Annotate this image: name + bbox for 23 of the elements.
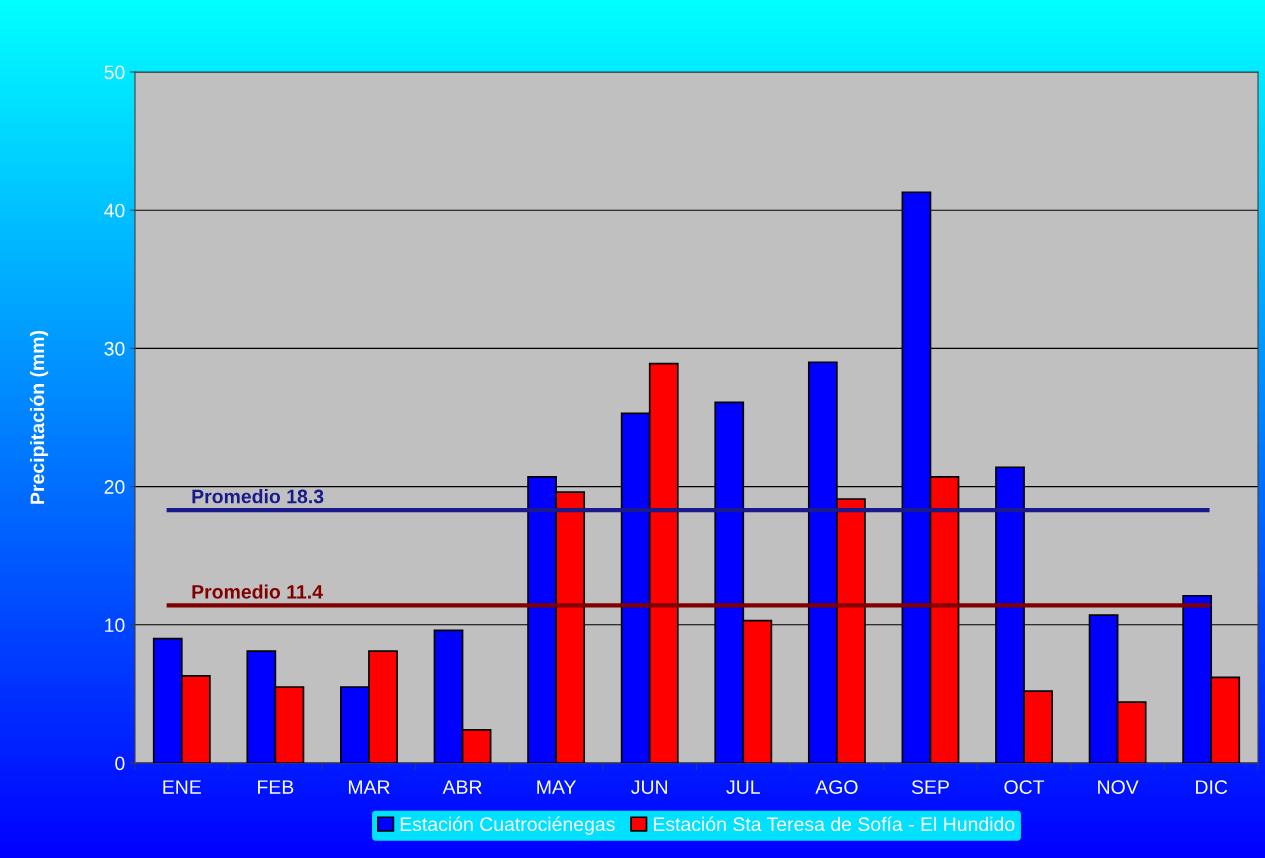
x-tick-label: MAY <box>537 780 577 794</box>
x-tick-label: ABR <box>442 780 482 794</box>
y-tick-label: 30 <box>104 341 125 356</box>
legend-label: Estación Cuatrociénegas <box>400 816 615 835</box>
x-tick-label: AGO <box>815 780 858 794</box>
y-tick-label: 0 <box>115 756 125 771</box>
x-tick-label: SEP <box>911 780 949 794</box>
legend-label: Estación Sta Teresa de Sofía - El Hundido <box>653 816 1015 832</box>
x-tick-label: MAR <box>348 780 390 794</box>
y-tick-label: 50 <box>104 65 125 80</box>
x-tick-label: NOV <box>1098 780 1139 794</box>
x-tick-label: JUL <box>726 780 760 794</box>
y-axis-title: Precipitación (mm) <box>29 330 49 504</box>
y-tick-label: 40 <box>104 203 125 218</box>
x-tick-label: DIC <box>1196 780 1228 794</box>
y-tick-label: 10 <box>105 618 125 633</box>
x-tick-label: OCT <box>1004 780 1045 794</box>
ref-line-label: Promedio 18.3 <box>192 489 324 504</box>
x-tick-label: JUN <box>631 780 668 794</box>
y-tick-label: 20 <box>104 480 125 494</box>
x-tick-label: ENE <box>163 780 201 794</box>
ref-line-label: Promedio 11.4 <box>192 584 323 599</box>
x-tick-label: FEB <box>258 780 294 794</box>
